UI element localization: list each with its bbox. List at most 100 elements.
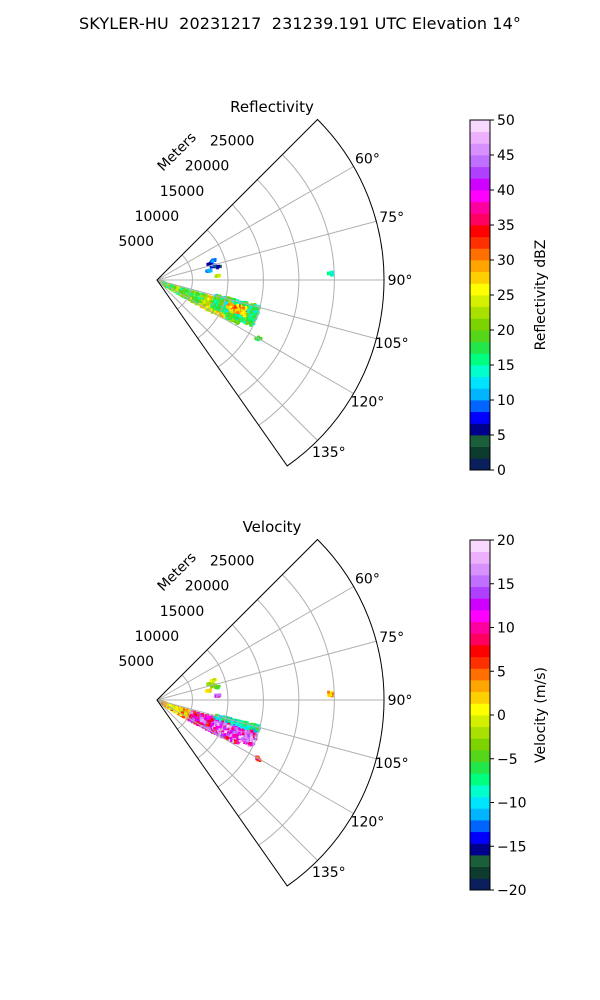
colorbar-swatch — [470, 435, 490, 448]
echo-gate — [245, 721, 249, 724]
echo-gate — [245, 313, 249, 317]
echo-gate — [209, 261, 212, 265]
azimuth-line — [156, 166, 354, 281]
colorbar-swatch — [470, 820, 490, 833]
echo-gate — [210, 264, 214, 268]
echo-gate — [232, 305, 235, 309]
echo-gate — [237, 321, 240, 324]
colorbar-swatch — [470, 166, 490, 179]
echo-gate — [252, 735, 255, 738]
echo-gate — [258, 759, 262, 762]
echo-gate — [236, 311, 240, 315]
colorbar-tick-label: 30 — [497, 253, 515, 269]
colorbar-swatch — [470, 680, 490, 693]
echo-gate — [240, 318, 244, 322]
echo-gate — [233, 311, 237, 315]
echo-gate — [255, 727, 258, 731]
echo-gate — [244, 309, 248, 313]
colorbar-tick-label: 45 — [497, 148, 515, 164]
echo-gate — [252, 739, 256, 743]
colorbar-swatch — [470, 563, 490, 576]
echo-gate — [236, 722, 239, 725]
colorbar-tick-label: 10 — [497, 393, 515, 409]
echo-gate — [232, 314, 236, 317]
colorbar-tick-label: 50 — [497, 113, 515, 129]
echo-gate — [214, 685, 218, 689]
echo-gate — [200, 300, 204, 304]
echo-gate — [207, 715, 211, 719]
echo-gate — [240, 316, 244, 319]
colorbar-swatch — [470, 761, 490, 774]
echo-gate — [243, 720, 247, 724]
echo-gate — [229, 730, 233, 734]
echo-gate — [227, 732, 230, 736]
echo-gate — [258, 724, 261, 727]
echo-gate — [205, 295, 209, 298]
echo-gate — [197, 714, 201, 717]
echo-gate — [224, 309, 227, 313]
echo-gate — [200, 298, 204, 302]
echo-gate — [327, 272, 330, 276]
echo-gate — [236, 719, 240, 723]
echo-gate — [235, 726, 239, 730]
echo-gate — [194, 712, 197, 716]
echo-gate — [232, 731, 236, 734]
colorbar-swatch — [470, 750, 490, 763]
echo-gate — [173, 286, 177, 289]
echo-gate — [185, 289, 189, 293]
echo-gate — [219, 264, 222, 268]
colorbar-swatch — [470, 715, 490, 728]
echo-gate — [241, 728, 245, 731]
echo-gate — [230, 722, 234, 726]
echo-gate — [246, 310, 250, 314]
echo-gate — [206, 301, 210, 305]
colorbar-swatch — [470, 271, 490, 284]
echo-gate — [179, 713, 183, 716]
colorbar-swatch — [470, 796, 490, 809]
echo-gate — [249, 733, 253, 737]
azimuth-line — [156, 279, 377, 340]
azimuth-tick-label: 75° — [379, 630, 404, 646]
echo-gate — [184, 709, 188, 713]
echo-gate — [327, 694, 331, 697]
echo-gate — [192, 717, 195, 721]
colorbar-swatch — [470, 645, 490, 658]
echo-gate — [219, 718, 222, 722]
echo-gate — [249, 313, 253, 317]
polar-grid — [156, 574, 384, 861]
echo-gate — [179, 287, 182, 291]
panel-title: Reflectivity — [230, 98, 314, 116]
colorbar-swatch — [470, 598, 490, 611]
echo-gate — [231, 720, 235, 724]
colorbar-swatch — [470, 726, 490, 739]
echo-gate — [196, 721, 200, 725]
echo-gate — [203, 300, 207, 304]
echo-gate — [249, 319, 253, 323]
echo-gate — [252, 732, 256, 736]
echo-gate — [228, 316, 231, 320]
azimuth-tick-label: 60° — [355, 152, 380, 168]
echo-gate — [214, 265, 218, 269]
echo-gate — [219, 722, 223, 726]
colorbar-tick-label: 5 — [497, 428, 506, 444]
echo-gate — [203, 294, 207, 297]
echo-gate — [178, 289, 182, 293]
echo-gate — [256, 756, 260, 759]
echo-gate — [253, 729, 257, 733]
echo-gate — [228, 727, 231, 731]
echo-gate — [211, 260, 214, 263]
echo-gate — [193, 721, 197, 725]
echo-gate — [241, 732, 245, 736]
echo-gate — [228, 308, 231, 312]
echo-gate — [327, 690, 330, 694]
echo-gate — [229, 739, 233, 742]
colorbar-swatch — [470, 318, 490, 331]
echo-gate — [226, 303, 230, 307]
echo-gate — [204, 714, 208, 717]
echo-gate — [255, 337, 258, 341]
echo-gate — [167, 282, 170, 286]
echo-gate — [226, 736, 229, 739]
echo-gate — [231, 727, 234, 731]
colorbar-tick-label: 15 — [497, 577, 515, 593]
